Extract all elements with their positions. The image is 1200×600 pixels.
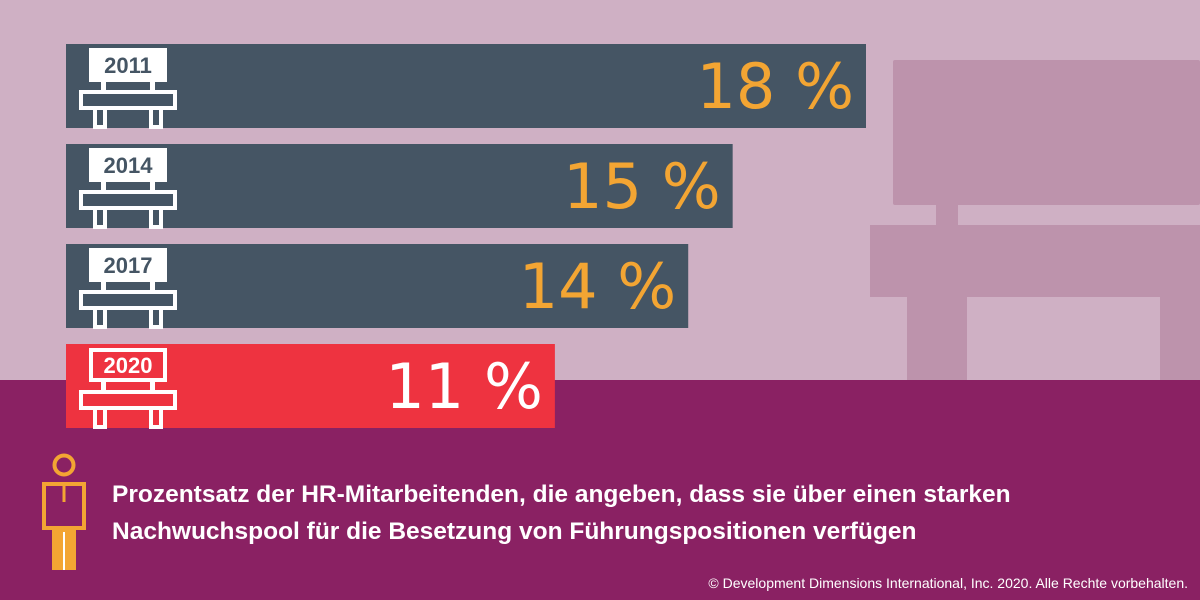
bench-decor-icon: [870, 60, 1200, 380]
value-label-2014: 15 %: [563, 150, 721, 223]
caption-line-2: Nachwuchspool für die Besetzung von Führ…: [112, 518, 917, 545]
bar-group-2014: 2014 15 %: [66, 144, 733, 229]
bench-icon: [79, 48, 177, 129]
bar-2014: [66, 144, 733, 228]
bar-group-2011: 2011 18 %: [66, 44, 866, 129]
bar-group-2020: 2020 11 %: [66, 344, 555, 429]
copyright-notice: © Development Dimensions International, …: [708, 575, 1188, 591]
year-label-2020: 2020: [104, 353, 153, 378]
person-icon: [42, 453, 86, 570]
chart-caption: Prozentsatz der HR-Mitarbeitenden, die a…: [112, 476, 1172, 550]
year-label-2014: 2014: [104, 153, 154, 178]
value-label-2020: 11 %: [385, 350, 543, 423]
bench-icon: [79, 148, 177, 229]
bar-group-2017: 2017 14 %: [66, 244, 689, 329]
year-label-2011: 2011: [104, 53, 152, 78]
value-label-2017: 14 %: [519, 250, 677, 323]
bar-2017: [66, 244, 689, 328]
caption-line-1: Prozentsatz der HR-Mitarbeitenden, die a…: [112, 481, 1011, 508]
bar-chart: 2011 18 % 2014 15 % 2017 14 % 2020 11 %: [66, 44, 866, 429]
year-label-2017: 2017: [104, 253, 153, 278]
bench-icon: [79, 348, 177, 429]
bar-2011: [66, 44, 866, 128]
bench-icon: [79, 248, 177, 329]
value-label-2011: 18 %: [696, 50, 854, 123]
